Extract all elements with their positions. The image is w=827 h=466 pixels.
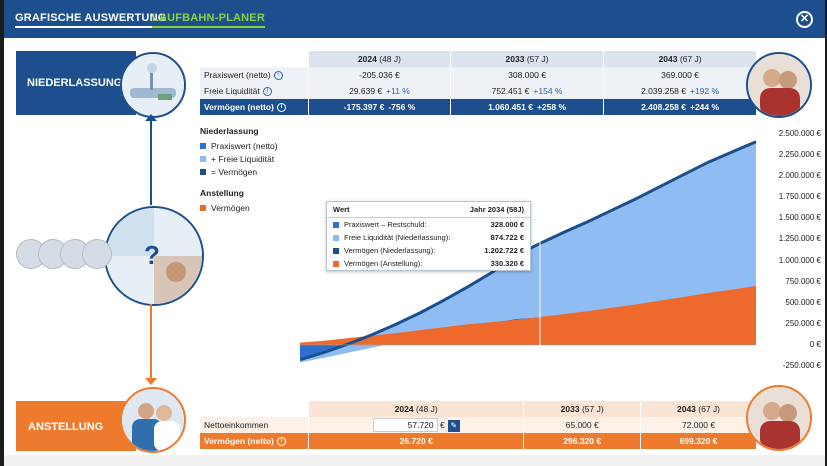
y-tick-label: -250.000 € [782,361,821,370]
niederlassung-band: NIEDERLASSUNG [16,51,136,115]
col-header-2043: 2043 (67 J) [603,51,756,67]
table-row: Freie Liquidität i 29.639 € +11 % 752.451 … [200,83,756,99]
anstellung-photo [120,387,186,453]
tooltip-year: Jahr 2034 (58J) [469,205,524,214]
y-tick-label: 1.500.000 € [778,213,821,223]
row-label: Vermögen (netto) [204,101,274,112]
legend-item[interactable]: = Vermögen [200,165,278,178]
tooltip-row: Vermögen (Niederlassung): 1.202.722 € [327,244,530,257]
cell-percent: -756 % [388,102,416,112]
legend-item[interactable]: Praxiswert (netto) [200,139,278,152]
question-photo: ? [104,206,204,306]
arrow-up-icon [145,114,157,121]
cell-value: 26.720 € [399,436,433,446]
cell-percent: +192 % [689,86,720,96]
table-row: Nettoeinkommen 57.720 € ✎ 65.000 € 72.000… [200,417,756,433]
col-header-2024: 2024 (48 J) [308,51,451,67]
cell-value: 2.039.258 € [641,86,686,96]
table-row: Praxiswert (netto) i -205.036 € 308.000 €… [200,67,756,83]
cell-percent: +244 % [689,102,720,112]
anstellung-area [300,285,756,345]
tooltip-row: Praxiswert – Restschuld: 328.000 € [327,218,530,231]
bottom-strip [4,455,825,466]
tooltip-row: Freie Liquidität (Niederlassung): 874.722… [327,231,530,244]
niederlassung-header-row: 2024 (48 J) 2033 (57 J) 2043 (67 J) [200,51,756,67]
row-label: Vermögen (netto) [204,435,274,446]
cell-value: 308.000 € [508,70,546,80]
legend-title-niederlassung: Niederlassung [200,126,259,136]
y-tick-label: 750.000 € [785,276,821,286]
cell-value: -175.397 € [343,102,385,112]
y-tick-label: 1.250.000 € [778,234,821,244]
table-row-total: Vermögen (netto) i 26.720 € 296.320 € 699… [200,433,756,449]
tab-grafische-auswertung[interactable]: GRAFISCHE AUSWERTUNG [15,12,167,28]
close-icon[interactable]: ✕ [796,11,813,28]
info-icon[interactable]: i [276,103,286,113]
connector-line [150,118,152,205]
avatar[interactable] [82,239,112,269]
legend-item[interactable]: Vermögen [200,201,278,214]
couple-photo-anstellung [746,385,812,451]
y-tick-label: 500.000 € [785,297,821,307]
chart-tooltip: Wert Jahr 2034 (58J) Praxiswert – Restsch… [326,201,531,271]
cell-value: 752.451 € [491,86,530,96]
cell-percent: +154 % [533,86,563,96]
y-tick-label: 2.500.000 € [778,129,821,138]
legend-title-anstellung: Anstellung [200,188,244,198]
niederlassung-photo [120,52,186,118]
col-header-2033: 2033 (57 J) [449,51,604,67]
cell-value: 296.320 € [563,436,602,446]
edit-icon[interactable]: ✎ [447,420,460,432]
y-tick-label: 1.000.000 € [778,255,821,265]
top-bar: GRAFISCHE AUSWERTUNG LAUFBAHN-PLANER ✕ [4,0,825,38]
cell-value: 2.408.258 € [641,102,686,112]
table-row-total: Vermögen (netto) i -175.397 € -756 % 1.060… [200,99,756,115]
cell-value: 65.000 € [565,420,599,430]
niederlassung-table: 2024 (48 J) 2033 (57 J) 2043 (67 J) Prax… [200,51,756,115]
chart-legend: Niederlassung Praxiswert (netto) + Freie… [200,126,278,214]
y-tick-label: 2.000.000 € [778,171,821,181]
tab-laufbahn-planer[interactable]: LAUFBAHN-PLANER [152,12,265,28]
row-label: Freie Liquidität [204,85,260,96]
connector-line [150,304,152,380]
tooltip-row: Vermögen (Anstellung): 330.320 € [327,257,530,270]
currency-label: € [440,420,445,430]
row-label: Nettoeinkommen [204,420,269,430]
y-tick-label: 1.750.000 € [778,192,821,202]
cell-value: -205.036 € [359,70,400,80]
anstellung-header-row: 2024 (48 J) 2033 (57 J) 2043 (67 J) [200,401,756,417]
modal: GRAFISCHE AUSWERTUNG LAUFBAHN-PLANER ✕ N… [4,0,825,466]
y-tick-label: 250.000 € [785,318,821,328]
anstellung-label: ANSTELLUNG [28,421,104,433]
cell-value: 699.320 € [679,436,718,446]
arrow-down-icon [145,378,157,385]
y-tick-label: 0 € [809,339,821,349]
anstellung-table: 2024 (48 J) 2033 (57 J) 2043 (67 J) Nett… [200,401,756,449]
cell-value: 72.000 € [681,420,716,430]
cell-percent: +258 % [536,102,567,112]
tooltip-header: Wert [333,205,350,214]
income-input[interactable]: 57.720 [372,418,438,432]
legend-item[interactable]: + Freie Liquidität [200,152,278,165]
info-icon[interactable]: i [276,437,286,447]
cell-percent: +11 % [386,86,410,96]
cell-value: 1.060.451 € [488,102,533,112]
niederlassung-label: NIEDERLASSUNG [27,77,123,89]
row-label: Praxiswert (netto) [204,69,271,80]
cell-value: 369.000 € [661,70,699,80]
question-mark-icon: ? [144,240,160,270]
info-icon[interactable]: i [273,71,283,81]
couple-photo-niederlassung [746,52,812,118]
y-tick-label: 2.250.000 € [778,150,821,160]
info-icon[interactable]: i [262,87,272,97]
anstellung-band: ANSTELLUNG [16,401,136,451]
cell-value: 29.639 € [349,86,383,96]
